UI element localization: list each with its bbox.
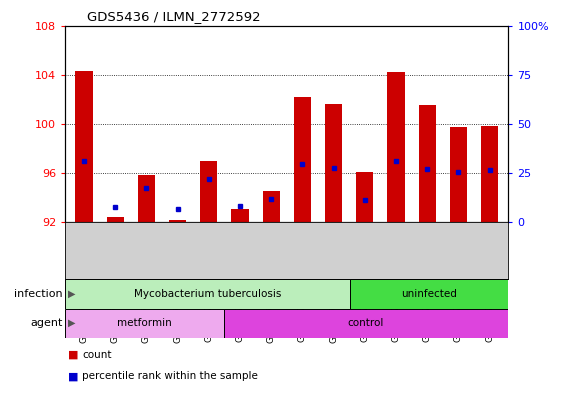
Text: ▶: ▶ — [68, 318, 76, 328]
Bar — [65, 279, 350, 309]
Bar — [481, 126, 498, 222]
Bar — [325, 104, 342, 222]
Text: ■: ■ — [68, 371, 78, 381]
Bar — [107, 217, 124, 222]
Bar — [387, 72, 404, 222]
Bar — [356, 172, 373, 222]
Bar — [294, 97, 311, 222]
Text: count: count — [82, 350, 112, 360]
Text: Mycobacterium tuberculosis: Mycobacterium tuberculosis — [134, 289, 281, 299]
Bar — [262, 191, 280, 222]
Bar — [76, 71, 93, 222]
Text: percentile rank within the sample: percentile rank within the sample — [82, 371, 258, 381]
Text: uninfected: uninfected — [402, 289, 457, 299]
Bar — [65, 309, 224, 338]
Bar — [232, 209, 249, 222]
Bar — [138, 175, 155, 222]
Text: ▶: ▶ — [68, 289, 76, 299]
Bar — [350, 279, 508, 309]
Text: ■: ■ — [68, 350, 78, 360]
Text: metformin: metformin — [117, 318, 172, 328]
Text: agent: agent — [30, 318, 62, 328]
Bar — [450, 127, 467, 222]
Bar — [169, 220, 186, 222]
Text: GDS5436 / ILMN_2772592: GDS5436 / ILMN_2772592 — [87, 10, 261, 23]
Text: control: control — [348, 318, 384, 328]
Bar — [419, 105, 436, 222]
Bar — [201, 161, 218, 222]
Bar — [224, 309, 508, 338]
Text: infection: infection — [14, 289, 62, 299]
